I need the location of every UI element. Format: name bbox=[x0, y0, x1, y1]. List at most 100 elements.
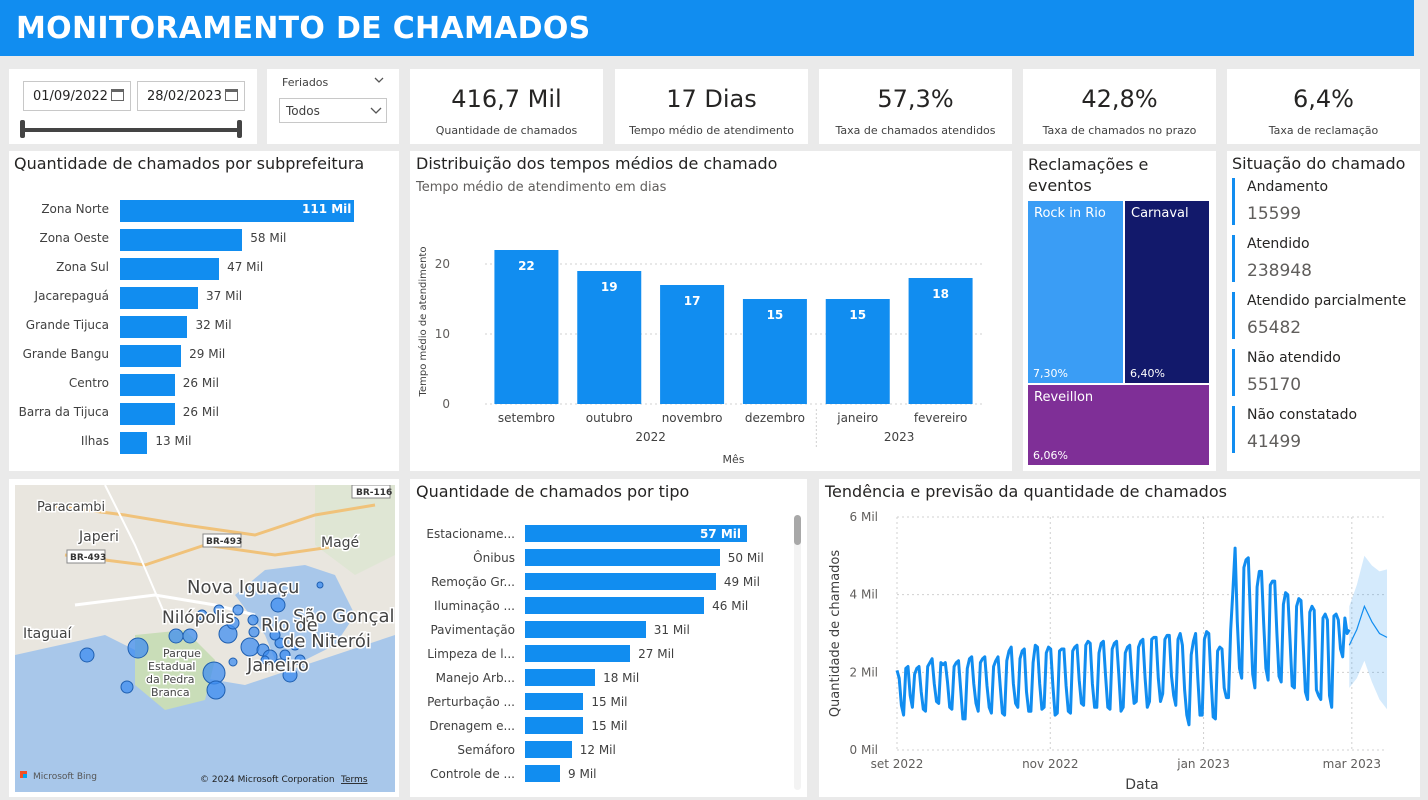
bar[interactable] bbox=[120, 374, 175, 396]
bar[interactable] bbox=[525, 525, 747, 542]
column-bar[interactable] bbox=[494, 250, 559, 404]
status-value: 15599 bbox=[1247, 204, 1302, 224]
bar-value-label: 13 Mil bbox=[155, 434, 192, 448]
holiday-filter-card: Feriados Todos bbox=[267, 69, 399, 144]
bar[interactable] bbox=[525, 669, 596, 686]
status-name: Atendido bbox=[1247, 236, 1310, 252]
map-road-shield: BR-116 bbox=[356, 488, 392, 498]
column-value-label: 22 bbox=[518, 259, 535, 273]
bar[interactable] bbox=[120, 316, 188, 338]
slider-start-handle[interactable] bbox=[20, 120, 25, 138]
bar-value-label: 15 Mil bbox=[591, 719, 628, 733]
slider-end-handle[interactable] bbox=[237, 120, 242, 138]
bar[interactable] bbox=[525, 765, 561, 782]
bar[interactable] bbox=[120, 200, 354, 222]
bar[interactable] bbox=[120, 287, 198, 309]
date-end-input[interactable]: 28/02/2023 bbox=[137, 81, 245, 111]
kpi-card-taxa-prazo: 42,8% Taxa de chamados no prazo bbox=[1023, 69, 1216, 144]
bar-value-label: 18 Mil bbox=[603, 671, 640, 685]
treemap-cell-carnaval[interactable]: Carnaval 6,40% bbox=[1125, 201, 1209, 383]
column-bar[interactable] bbox=[908, 278, 973, 404]
bar-category-label: Semáforo bbox=[457, 743, 515, 757]
chart-title: Reclamações e eventos bbox=[1028, 155, 1149, 195]
x-tick-label: fevereiro bbox=[914, 411, 968, 425]
kpi-value: 42,8% bbox=[1081, 85, 1158, 113]
bar[interactable] bbox=[525, 621, 646, 638]
bar-value-label: 37 Mil bbox=[206, 289, 243, 303]
date-start-input[interactable]: 01/09/2022 bbox=[23, 81, 131, 111]
chevron-down-icon[interactable] bbox=[374, 77, 384, 84]
bar[interactable] bbox=[525, 645, 631, 662]
treemap-cell-rock-in-rio[interactable]: Rock in Rio 7,30% bbox=[1028, 201, 1123, 383]
treemap-cell-reveillon[interactable]: Reveillon 6,06% bbox=[1028, 385, 1209, 465]
bar[interactable] bbox=[120, 345, 182, 367]
bar[interactable] bbox=[525, 573, 716, 590]
calendar-icon[interactable] bbox=[111, 89, 124, 101]
reclamacoes-card: Reclamações e eventos Rock in Rio 7,30% … bbox=[1023, 151, 1216, 471]
bar-value-label: 46 Mil bbox=[712, 599, 749, 613]
bar[interactable] bbox=[120, 258, 220, 280]
kpi-card-taxa-atendidos: 57,3% Taxa de chamados atendidos bbox=[819, 69, 1012, 144]
bar[interactable] bbox=[120, 403, 175, 425]
forecast-band bbox=[1349, 555, 1387, 710]
kpi-value: 17 Dias bbox=[666, 85, 757, 113]
bar-category-label: Remoção Gr... bbox=[431, 575, 515, 589]
bar[interactable] bbox=[525, 693, 584, 710]
column-value-label: 15 bbox=[767, 308, 784, 322]
bar[interactable] bbox=[525, 597, 705, 614]
column-value-label: 18 bbox=[932, 287, 949, 301]
y-tick-label: 10 bbox=[435, 327, 450, 341]
map-card: Paracambi Japeri Magé Nova Iguaçu Nilópo… bbox=[9, 479, 399, 797]
map-place-label: São Gonçal bbox=[293, 606, 395, 627]
bar-value-label: 26 Mil bbox=[182, 376, 219, 390]
bar[interactable] bbox=[525, 717, 584, 734]
map-visual[interactable]: Paracambi Japeri Magé Nova Iguaçu Nilópo… bbox=[15, 485, 395, 792]
page-title: MONITORAMENTO DE CHAMADOS bbox=[16, 11, 591, 46]
column-bar[interactable] bbox=[742, 299, 807, 404]
column-bar[interactable] bbox=[660, 285, 725, 404]
map-place-label: Rio de bbox=[261, 615, 318, 636]
terms-link[interactable]: Terms bbox=[340, 775, 368, 785]
calendar-icon[interactable] bbox=[225, 89, 238, 101]
column-bar[interactable] bbox=[825, 299, 890, 404]
bar-value-label: 27 Mil bbox=[638, 647, 675, 661]
bar[interactable] bbox=[120, 229, 243, 251]
bar-value-label: 57 Mil bbox=[699, 527, 741, 541]
forecast-line[interactable] bbox=[1348, 604, 1388, 646]
dashboard-header: MONITORAMENTO DE CHAMADOS bbox=[0, 0, 1414, 56]
y-tick-label: 4 Mil bbox=[850, 588, 878, 602]
status-accent-bar bbox=[1232, 292, 1235, 339]
status-name: Não constatado bbox=[1247, 407, 1358, 423]
situacao-card: Situação do chamado Andamento 15599 Aten… bbox=[1227, 151, 1420, 471]
kpi-label: Taxa de reclamação bbox=[1268, 124, 1379, 137]
x-tick-label: janeiro bbox=[836, 411, 878, 425]
status-accent-bar bbox=[1232, 349, 1235, 396]
y-tick-label: 0 Mil bbox=[850, 743, 878, 757]
status-accent-bar bbox=[1232, 178, 1235, 225]
bar[interactable] bbox=[525, 549, 720, 566]
column-value-label: 15 bbox=[849, 308, 866, 322]
treemap-value: 7,30% bbox=[1033, 367, 1068, 380]
map-place-label: de Niterói bbox=[283, 631, 371, 652]
bar-category-label: Manejo Arb... bbox=[435, 671, 515, 685]
trend-line[interactable] bbox=[895, 546, 1351, 727]
date-range-slider[interactable] bbox=[22, 128, 241, 132]
column-bar[interactable] bbox=[577, 271, 642, 404]
holiday-dropdown[interactable]: Todos bbox=[279, 98, 387, 123]
tipos-scrollbar[interactable] bbox=[794, 515, 801, 790]
bar-category-label: Perturbação ... bbox=[427, 695, 515, 709]
map-place-label: Branca bbox=[151, 686, 190, 699]
y-tick-label: 20 bbox=[435, 257, 450, 271]
tipos-chart-card: Quantidade de chamados por tipo Estacion… bbox=[410, 479, 807, 797]
bar[interactable] bbox=[525, 741, 572, 758]
tempos-chart-card: Distribuição dos tempos médios de chamad… bbox=[410, 151, 1012, 471]
map-place-label: Estadual bbox=[148, 660, 196, 673]
tipos-scrollbar-thumb[interactable] bbox=[794, 515, 801, 545]
map-place-label: Magé bbox=[321, 535, 359, 551]
tendencia-chart-card: Tendência e previsão da quantidade de ch… bbox=[819, 479, 1420, 797]
bar[interactable] bbox=[120, 432, 148, 454]
kpi-card-taxa-reclamacao: 6,4% Taxa de reclamação bbox=[1227, 69, 1420, 144]
bar-category-label: Barra da Tijuca bbox=[18, 405, 109, 419]
chart-title: Tendência e previsão da quantidade de ch… bbox=[825, 482, 1227, 501]
status-value: 238948 bbox=[1247, 261, 1312, 281]
